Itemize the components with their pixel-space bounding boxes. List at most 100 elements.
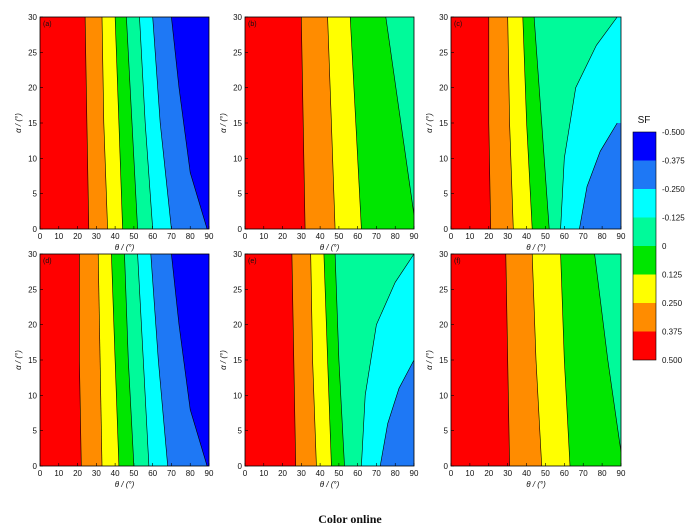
- x-tick-label: 60: [148, 232, 157, 241]
- x-tick-label: 80: [186, 232, 195, 241]
- panel-tag: (e): [248, 258, 257, 265]
- panel-tag: (b): [248, 21, 257, 28]
- panel-tag: (d): [43, 258, 52, 265]
- x-axis-label: θ / (°): [320, 480, 340, 489]
- contour-line: [171, 254, 208, 466]
- y-axis-label: α / (°): [219, 350, 228, 370]
- y-tick-label: 25: [28, 285, 37, 294]
- y-tick-label: 25: [233, 285, 242, 294]
- x-tick-label: 20: [278, 232, 287, 241]
- x-tick-label: 70: [579, 469, 588, 478]
- contour-panel-e: 0 10 20 30 40 50 60 70 80 90 0 5 10 15 20 25 30 θ / (°) α …: [219, 250, 419, 489]
- y-axis-label: α / (°): [14, 350, 23, 370]
- x-axis-label: θ / (°): [115, 243, 135, 252]
- x-tick-label: 50: [334, 232, 343, 241]
- contour-region: [385, 17, 414, 229]
- y-tick-label: 20: [233, 321, 242, 330]
- x-tick-label: 40: [316, 469, 325, 478]
- y-tick-label: 0: [444, 225, 449, 234]
- x-tick-label: 10: [54, 232, 63, 241]
- x-tick-label: 20: [484, 469, 493, 478]
- x-axis-label: θ / (°): [526, 243, 546, 252]
- contour-line: [385, 17, 414, 215]
- colorbar-swatch: [633, 189, 656, 218]
- contour-line: [152, 17, 172, 229]
- x-tick-label: 60: [148, 469, 157, 478]
- contour-line: [101, 17, 108, 229]
- x-tick-label: 0: [449, 232, 454, 241]
- y-axis-label: α / (°): [425, 113, 434, 133]
- x-axis-label: θ / (°): [320, 243, 340, 252]
- contour-line: [79, 254, 82, 466]
- contour-line: [111, 254, 120, 466]
- x-tick-label: 0: [243, 469, 248, 478]
- y-tick-label: 15: [28, 119, 37, 128]
- colorbar-swatch: [633, 160, 656, 189]
- colorbar-label: 0.125: [662, 271, 683, 280]
- colorbar-label: -0.125: [662, 214, 685, 223]
- y-axis-label: α / (°): [219, 113, 228, 133]
- contour-line: [560, 254, 571, 466]
- y-tick-label: 15: [28, 356, 37, 365]
- contour-line: [594, 254, 621, 452]
- colorbar-title: SF: [638, 115, 651, 126]
- y-tick-label: 25: [439, 48, 448, 57]
- x-tick-label: 60: [353, 469, 362, 478]
- panel-plot-area: [451, 254, 621, 466]
- x-tick-label: 30: [297, 232, 306, 241]
- y-tick-label: 30: [28, 250, 37, 259]
- colorbar-label: -0.250: [662, 185, 685, 194]
- y-tick-label: 20: [233, 84, 242, 93]
- colorbar-swatch: [633, 132, 656, 161]
- x-tick-label: 10: [465, 232, 474, 241]
- contour-region: [171, 254, 209, 466]
- x-tick-label: 50: [541, 469, 550, 478]
- x-tick-label: 40: [111, 469, 120, 478]
- y-tick-label: 10: [439, 391, 448, 400]
- x-tick-label: 70: [167, 232, 176, 241]
- contour-panel-b: 0 10 20 30 40 50 60 70 80 90 0 5 10 15 20 25 30 θ / (°) α …: [219, 13, 419, 252]
- y-tick-label: 0: [33, 225, 38, 234]
- x-axis-label: θ / (°): [526, 480, 546, 489]
- colorbar-label: -0.500: [662, 128, 685, 137]
- x-tick-label: 60: [353, 232, 362, 241]
- panel-plot-area: [245, 254, 414, 466]
- contour-line: [579, 122, 618, 229]
- y-axis-label: α / (°): [14, 113, 23, 133]
- x-tick-label: 20: [73, 469, 82, 478]
- contour-panel-c: 0 10 20 30 40 50 60 70 80 90 0 5 10 15 20 25 30 θ / (°) α …: [425, 13, 626, 252]
- contour-line: [560, 17, 618, 229]
- x-tick-label: 80: [391, 469, 400, 478]
- x-tick-label: 0: [38, 232, 43, 241]
- contour-region: [171, 17, 209, 229]
- x-tick-label: 90: [410, 469, 419, 478]
- y-tick-label: 30: [233, 13, 242, 22]
- contour-panel-d: 0 10 20 30 40 50 60 70 80 90 0 5 10 15 20 25 30 θ / (°) α …: [14, 250, 214, 489]
- colorbar-label: 0.500: [662, 356, 683, 365]
- contour-line: [291, 254, 296, 466]
- x-tick-label: 10: [465, 469, 474, 478]
- y-tick-label: 30: [439, 250, 448, 259]
- y-tick-label: 20: [439, 321, 448, 330]
- colorbar-swatch: [633, 246, 656, 275]
- y-tick-label: 25: [28, 48, 37, 57]
- contour-line: [379, 359, 414, 466]
- contour-line: [139, 17, 153, 229]
- y-tick-label: 20: [28, 321, 37, 330]
- figure-caption: Color online: [318, 512, 382, 526]
- contour-line: [84, 17, 90, 229]
- y-tick-label: 10: [28, 391, 37, 400]
- x-tick-label: 30: [503, 232, 512, 241]
- colorbar-frame: [632, 131, 657, 361]
- x-tick-label: 20: [73, 232, 82, 241]
- contour-line: [124, 254, 135, 466]
- contour-line: [488, 17, 491, 229]
- colorbar: SF -0.500 -0.375 -0.250 -0.125 0 0.125 0.250 0.3…: [632, 115, 685, 365]
- y-tick-label: 30: [233, 250, 242, 259]
- contour-line: [327, 17, 336, 229]
- y-tick-label: 15: [233, 119, 242, 128]
- x-tick-label: 40: [111, 232, 120, 241]
- x-tick-label: 0: [38, 469, 43, 478]
- colorbar-swatch: [633, 217, 656, 246]
- x-tick-label: 90: [410, 232, 419, 241]
